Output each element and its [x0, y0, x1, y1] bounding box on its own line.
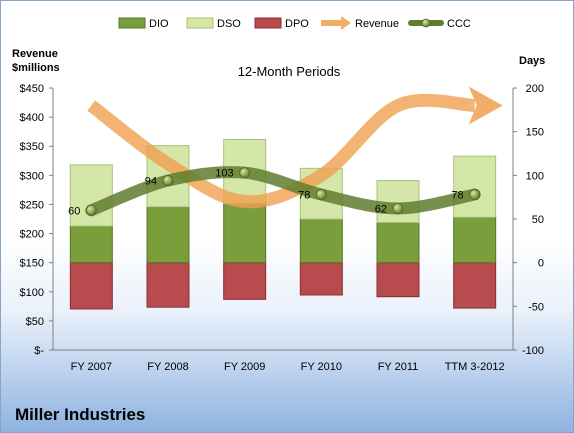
- bar-dso: [453, 155, 497, 218]
- ccc-point: [469, 189, 481, 200]
- right-tick-label: 200: [526, 83, 544, 95]
- right-tick-label: 0: [538, 258, 544, 270]
- left-tick-label: $450: [20, 83, 44, 95]
- left-axis-label: Revenue: [12, 48, 58, 60]
- ccc-point: [162, 175, 174, 186]
- bar-dpo: [223, 262, 267, 300]
- category-label: TTM 3-2012: [445, 361, 505, 373]
- right-tick-label: -100: [522, 345, 544, 357]
- right-tick-label: -50: [528, 301, 544, 313]
- series-line-revenue: [87, 86, 503, 209]
- category-label: FY 2010: [301, 361, 342, 373]
- chart-title: 12-Month Periods: [238, 64, 341, 79]
- ccc-data-label: 62: [375, 204, 387, 216]
- bar-dpo: [453, 262, 497, 309]
- left-tick-label: $350: [20, 141, 44, 153]
- series-line-ccc: [85, 166, 481, 217]
- left-tick-label: $400: [20, 112, 44, 124]
- bar-dio: [299, 218, 343, 264]
- right-tick-label: 150: [526, 127, 544, 139]
- right-tick-label: 50: [532, 214, 544, 226]
- bar-dio: [453, 216, 497, 264]
- legend-label-dso: DSO: [217, 18, 241, 30]
- category-label: FY 2007: [71, 361, 112, 373]
- bar-dio: [376, 221, 420, 264]
- bar-dio: [69, 225, 113, 264]
- category-label: FY 2011: [378, 361, 419, 373]
- left-axis-label-units: $millions: [12, 62, 60, 74]
- right-tick-label: 100: [526, 170, 544, 182]
- legend-label-ccc: CCC: [447, 18, 471, 30]
- ccc-data-label: 103: [215, 168, 233, 180]
- bar-dpo: [146, 262, 190, 308]
- left-tick-label: $150: [20, 258, 44, 270]
- ccc-point: [85, 204, 97, 216]
- bar-dio: [146, 206, 190, 264]
- ccc-data-label: 78: [451, 190, 463, 202]
- bar-dpo: [69, 262, 113, 310]
- legend-swatch-dso: [186, 17, 214, 29]
- legend-swatch-dio: [118, 17, 146, 29]
- category-label: FY 2009: [224, 361, 265, 373]
- bar-dio: [223, 202, 267, 264]
- ccc-point: [315, 189, 327, 200]
- ccc-data-label: 94: [145, 176, 157, 188]
- legend-label-revenue: Revenue: [355, 18, 399, 30]
- legend-label-dpo: DPO: [285, 18, 309, 30]
- left-tick-label: $50: [26, 316, 44, 328]
- legend-swatch-revenue: [321, 16, 351, 30]
- category-label: FY 2008: [147, 361, 188, 373]
- legend-label-dio: DIO: [149, 18, 169, 30]
- left-tick-label: $250: [20, 199, 44, 211]
- bar-dpo: [299, 262, 343, 296]
- legend-swatch-dpo: [254, 17, 282, 29]
- left-tick-label: $300: [20, 170, 44, 182]
- ccc-data-label: 78: [298, 190, 310, 202]
- left-tick-label: $-: [34, 345, 44, 357]
- ccc-data-label: 60: [68, 205, 80, 217]
- legend-swatch-ccc: [421, 18, 431, 28]
- ccc-point: [392, 203, 404, 214]
- company-name: Miller Industries: [15, 405, 146, 424]
- bar-dpo: [376, 262, 420, 298]
- left-tick-label: $100: [20, 287, 44, 299]
- ccc-point: [239, 167, 251, 179]
- right-axis-label: Days: [519, 55, 545, 67]
- left-tick-label: $200: [20, 229, 44, 241]
